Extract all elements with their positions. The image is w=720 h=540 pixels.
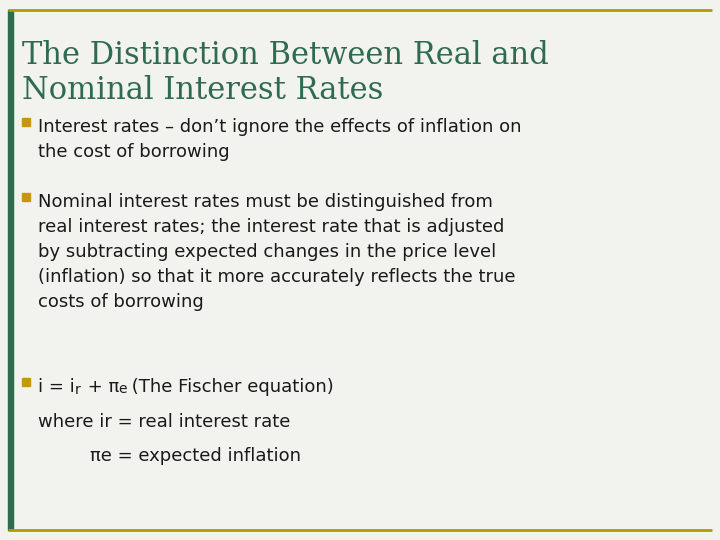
- Text: Interest rates – don’t ignore the effects of inflation on
the cost of borrowing: Interest rates – don’t ignore the effect…: [38, 118, 521, 161]
- Bar: [22, 118, 30, 126]
- Text: + π: + π: [82, 378, 120, 396]
- Text: (The Fischer equation): (The Fischer equation): [126, 378, 334, 396]
- Text: e: e: [118, 382, 127, 396]
- Bar: [8, 10, 13, 530]
- Text: Nominal Interest Rates: Nominal Interest Rates: [22, 75, 383, 106]
- Bar: [22, 193, 30, 201]
- Text: where ir = real interest rate: where ir = real interest rate: [38, 413, 290, 431]
- Text: πe = expected inflation: πe = expected inflation: [90, 447, 301, 465]
- Text: i = i: i = i: [38, 378, 75, 396]
- Text: Nominal interest rates must be distinguished from
real interest rates; the inter: Nominal interest rates must be distingui…: [38, 193, 516, 311]
- Text: The Distinction Between Real and: The Distinction Between Real and: [22, 40, 549, 71]
- Bar: [22, 378, 30, 386]
- Text: r: r: [75, 383, 81, 397]
